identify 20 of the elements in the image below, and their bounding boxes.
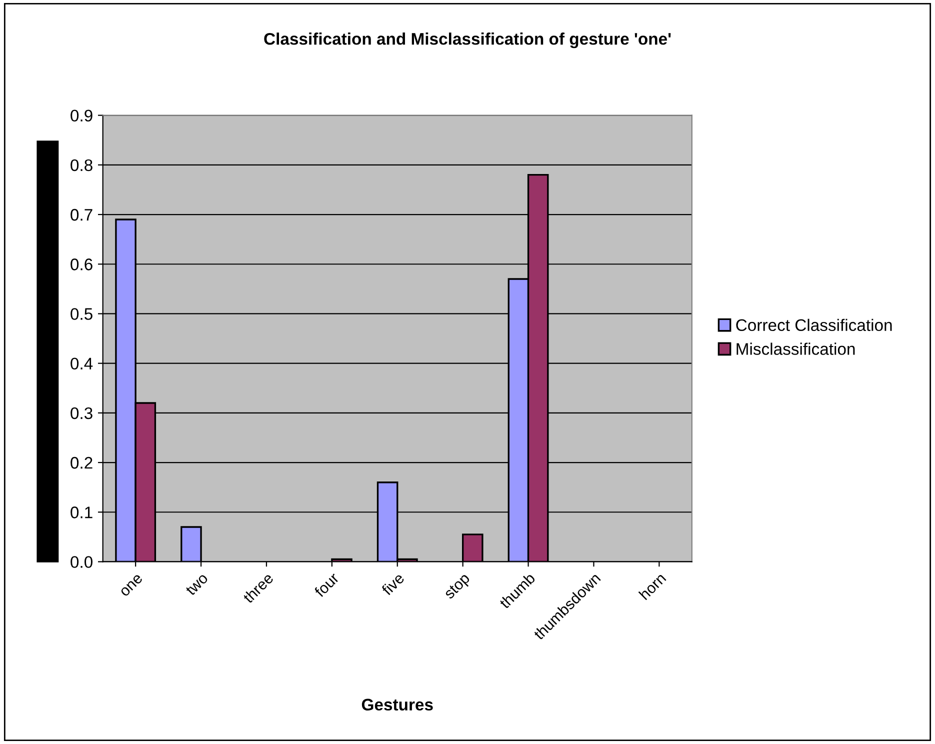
x-tick-label: five <box>380 572 405 596</box>
y-tick-label: 0.3 <box>70 407 92 420</box>
x-tick-label: one <box>120 574 144 597</box>
x-axis-title: Gestures <box>362 698 433 711</box>
y-tick-label: 0.8 <box>70 159 92 172</box>
y-tick-label: 0.9 <box>70 110 92 122</box>
y-tick-label: 0.1 <box>70 506 92 518</box>
legend-label: Correct Classification <box>736 318 892 332</box>
y-tick-label: 0.7 <box>70 208 92 221</box>
x-tick-label: four <box>313 572 340 598</box>
x-tick-label: two <box>185 572 209 596</box>
x-tick-label: horn <box>638 572 666 600</box>
chart-title: Classification and Misclassification of gesture 'one' <box>264 32 671 48</box>
x-tick-label: stop <box>444 572 472 602</box>
y-tick-label: 0.2 <box>70 456 92 469</box>
y-tick-label: 0.4 <box>70 358 93 370</box>
y-tick-label: 0.0 <box>70 556 92 568</box>
legend-label: Misclassification <box>736 342 855 355</box>
y-tick-label: 0.6 <box>70 258 92 270</box>
y-tick-label: 0.5 <box>70 308 92 320</box>
